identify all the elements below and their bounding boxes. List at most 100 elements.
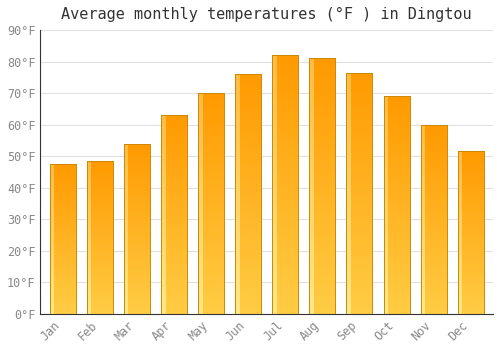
Bar (384, 148, 409, 149)
Bar (384, 194, 388, 195)
Bar (384, 125, 409, 126)
Bar (50, 235, 54, 236)
Bar (86, 178, 92, 179)
Bar (458, 213, 484, 214)
Bar (198, 245, 202, 246)
Bar (420, 289, 446, 290)
Bar (161, 182, 166, 183)
Bar (198, 269, 224, 270)
Bar (235, 99, 240, 100)
Bar (235, 113, 240, 114)
Bar (235, 146, 240, 147)
Bar (310, 150, 314, 152)
Bar (310, 158, 314, 159)
Bar (458, 279, 462, 280)
Bar (346, 308, 372, 309)
Bar (198, 156, 202, 157)
Bar (198, 126, 202, 127)
Bar (235, 246, 261, 247)
Bar (420, 313, 426, 314)
Bar (310, 292, 314, 293)
Bar (86, 206, 113, 207)
Bar (272, 102, 277, 103)
Bar (346, 82, 372, 84)
Bar (161, 192, 166, 193)
Bar (384, 180, 409, 181)
Bar (272, 264, 298, 265)
Bar (50, 198, 76, 199)
Bar (161, 119, 166, 120)
Bar (124, 217, 128, 218)
Bar (420, 198, 446, 200)
Bar (235, 136, 261, 138)
Bar (198, 267, 224, 269)
Bar (310, 268, 314, 269)
Bar (124, 267, 128, 268)
Bar (235, 126, 240, 127)
Bar (458, 250, 462, 251)
Bar (310, 107, 336, 108)
Bar (458, 159, 462, 160)
Bar (235, 152, 240, 153)
Bar (384, 286, 409, 287)
Bar (458, 210, 484, 211)
Bar (235, 207, 240, 209)
Bar (198, 168, 202, 169)
Bar (420, 166, 426, 167)
Bar (346, 287, 372, 288)
Bar (420, 230, 426, 231)
Bar (161, 176, 166, 177)
Bar (198, 196, 224, 197)
Bar (458, 292, 462, 293)
Bar (272, 63, 298, 64)
Bar (420, 298, 426, 299)
Bar (384, 155, 388, 156)
Bar (458, 170, 484, 171)
Bar (458, 309, 462, 310)
Bar (161, 137, 166, 138)
Bar (161, 191, 166, 192)
Bar (272, 150, 298, 151)
Bar (272, 57, 277, 58)
Bar (50, 242, 76, 243)
Bar (420, 290, 426, 291)
Bar (235, 92, 261, 93)
Bar (346, 128, 351, 130)
Bar (310, 244, 314, 245)
Bar (198, 281, 202, 282)
Bar (346, 116, 372, 117)
Bar (272, 103, 298, 104)
Bar (346, 174, 351, 175)
Bar (420, 181, 446, 182)
Bar (124, 170, 128, 171)
Bar (272, 163, 298, 164)
Bar (458, 152, 462, 153)
Bar (346, 304, 372, 306)
Bar (198, 158, 224, 159)
Bar (420, 227, 426, 228)
Bar (198, 179, 202, 180)
Bar (161, 281, 166, 282)
Bar (272, 286, 298, 287)
Bar (272, 96, 277, 97)
Bar (346, 296, 351, 297)
Bar (124, 293, 150, 294)
Bar (420, 174, 426, 175)
Bar (86, 264, 92, 265)
Bar (86, 250, 113, 251)
Bar (198, 135, 224, 136)
Bar (346, 125, 351, 126)
Bar (86, 283, 113, 284)
Bar (384, 257, 409, 258)
Bar (384, 280, 388, 281)
Bar (458, 184, 484, 185)
Bar (235, 228, 240, 229)
Bar (310, 199, 336, 200)
Bar (86, 191, 92, 192)
Bar (272, 178, 277, 180)
Bar (235, 222, 240, 223)
Bar (384, 218, 388, 219)
Bar (124, 287, 150, 288)
Bar (50, 309, 76, 310)
Bar (310, 121, 336, 122)
